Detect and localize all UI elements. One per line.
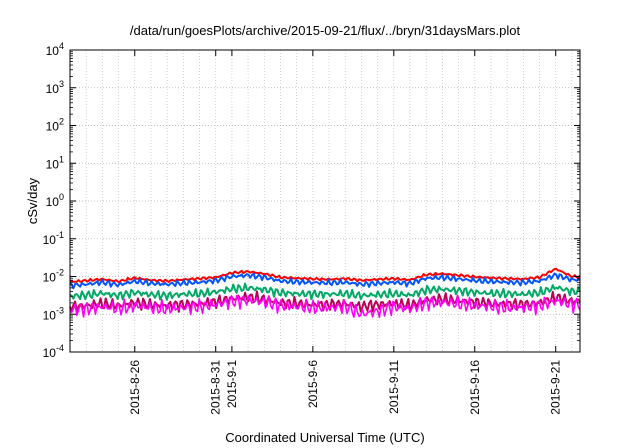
x-tick-label: 2015-9-11 [387, 360, 401, 414]
y-tick-label: 102 [46, 117, 64, 134]
y-axis-label: cSv/day [25, 177, 40, 224]
y-tick-label: 104 [46, 41, 64, 58]
y-tick-label: 100 [46, 192, 64, 209]
x-tick-label: 2015-8-26 [128, 360, 142, 415]
series-line-2 [69, 272, 581, 290]
series-line-3 [69, 282, 581, 301]
y-tick-label: 10-2 [43, 268, 64, 285]
series-line-5 [69, 294, 581, 319]
chart-title: /data/run/goesPlots/archive/2015-09-21/f… [130, 23, 521, 38]
grid [70, 50, 580, 352]
x-tick-label: 2015-9-6 [306, 360, 320, 408]
y-axis: 10-4 10-3 10-2 10-1 100 101 102 103 104 [43, 41, 580, 360]
series-line-1 [69, 267, 581, 284]
x-axis: 2015-8-26 2015-8-31 2015-9-1 2015-9-6 2015-9… [128, 50, 563, 415]
x-tick-label: 2015-9-21 [549, 360, 563, 415]
y-tick-label: 10-3 [43, 305, 64, 322]
series-group [69, 267, 581, 319]
y-tick-label: 103 [46, 79, 64, 96]
x-tick-label: 2015-9-1 [225, 360, 239, 408]
x-tick-label: 2015-9-16 [468, 360, 482, 415]
y-tick-label: 10-4 [43, 343, 64, 360]
y-tick-label: 101 [46, 154, 64, 171]
y-tick-label: 10-1 [43, 230, 64, 247]
x-axis-label: Coordinated Universal Time (UTC) [225, 430, 424, 445]
x-tick-label: 2015-8-31 [209, 360, 223, 415]
